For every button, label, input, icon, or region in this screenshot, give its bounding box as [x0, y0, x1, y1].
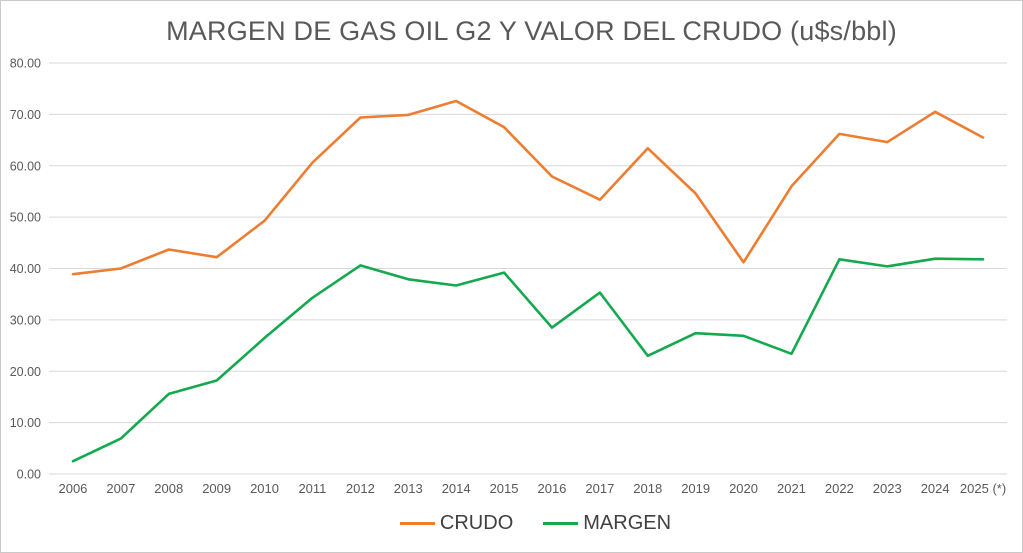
x-axis-tick-label: 2006	[58, 481, 87, 496]
y-axis-tick-label: 30.00	[10, 313, 41, 327]
y-axis-tick-label: 60.00	[10, 159, 41, 173]
y-axis-tick-label: 10.00	[10, 416, 41, 430]
x-axis-tick-label: 2022	[825, 481, 854, 496]
x-axis-tick-label: 2024	[921, 481, 950, 496]
x-axis-tick-label: 2021	[777, 481, 806, 496]
y-axis-tick-label: 40.00	[10, 262, 41, 276]
x-axis-tick-label: 2012	[346, 481, 375, 496]
x-axis-tick-label: 2017	[585, 481, 614, 496]
x-axis-tick-label: 2009	[202, 481, 231, 496]
legend-label-margen: MARGEN	[583, 512, 672, 534]
series-line-margen	[71, 257, 985, 463]
y-axis-tick-label: 70.00	[10, 108, 41, 122]
crudo-line-swatch	[399, 522, 435, 525]
x-axis-tick-label: 2008	[154, 481, 183, 496]
x-axis-tick-label: 2007	[106, 481, 135, 496]
x-axis-tick-label: 2023	[873, 481, 902, 496]
legend: CRUDO MARGEN	[49, 512, 1022, 535]
chart-title: MARGEN DE GAS OIL G2 Y VALOR DEL CRUDO (…	[166, 16, 897, 46]
x-axis-tick-label: 2014	[442, 481, 471, 496]
x-axis-tick-label: 2013	[394, 481, 423, 496]
y-axis-tick-label: 50.00	[10, 211, 41, 225]
margen-line-swatch	[543, 522, 579, 525]
x-axis-tick-label: 2020	[729, 481, 758, 496]
series-line-crudo	[71, 99, 985, 276]
y-axis-tick-label: 20.00	[10, 365, 41, 379]
y-axis-tick-label: 0.00	[17, 468, 41, 482]
x-axis-tick-label: 2019	[681, 481, 710, 496]
x-axis-tick-label: 2015	[490, 481, 519, 496]
x-axis-tick-label: 2010	[250, 481, 279, 496]
x-axis-tick-label: 2016	[537, 481, 566, 496]
legend-item-crudo: CRUDO	[399, 512, 514, 535]
legend-item-margen: MARGEN	[543, 512, 671, 535]
legend-label-crudo: CRUDO	[439, 512, 514, 534]
y-axis-tick-label: 80.00	[10, 57, 41, 71]
x-axis-tick-label: 2025 (*)	[960, 481, 1006, 496]
x-axis-tick-label: 2018	[633, 481, 662, 496]
x-axis-tick-label: 2011	[298, 481, 326, 496]
